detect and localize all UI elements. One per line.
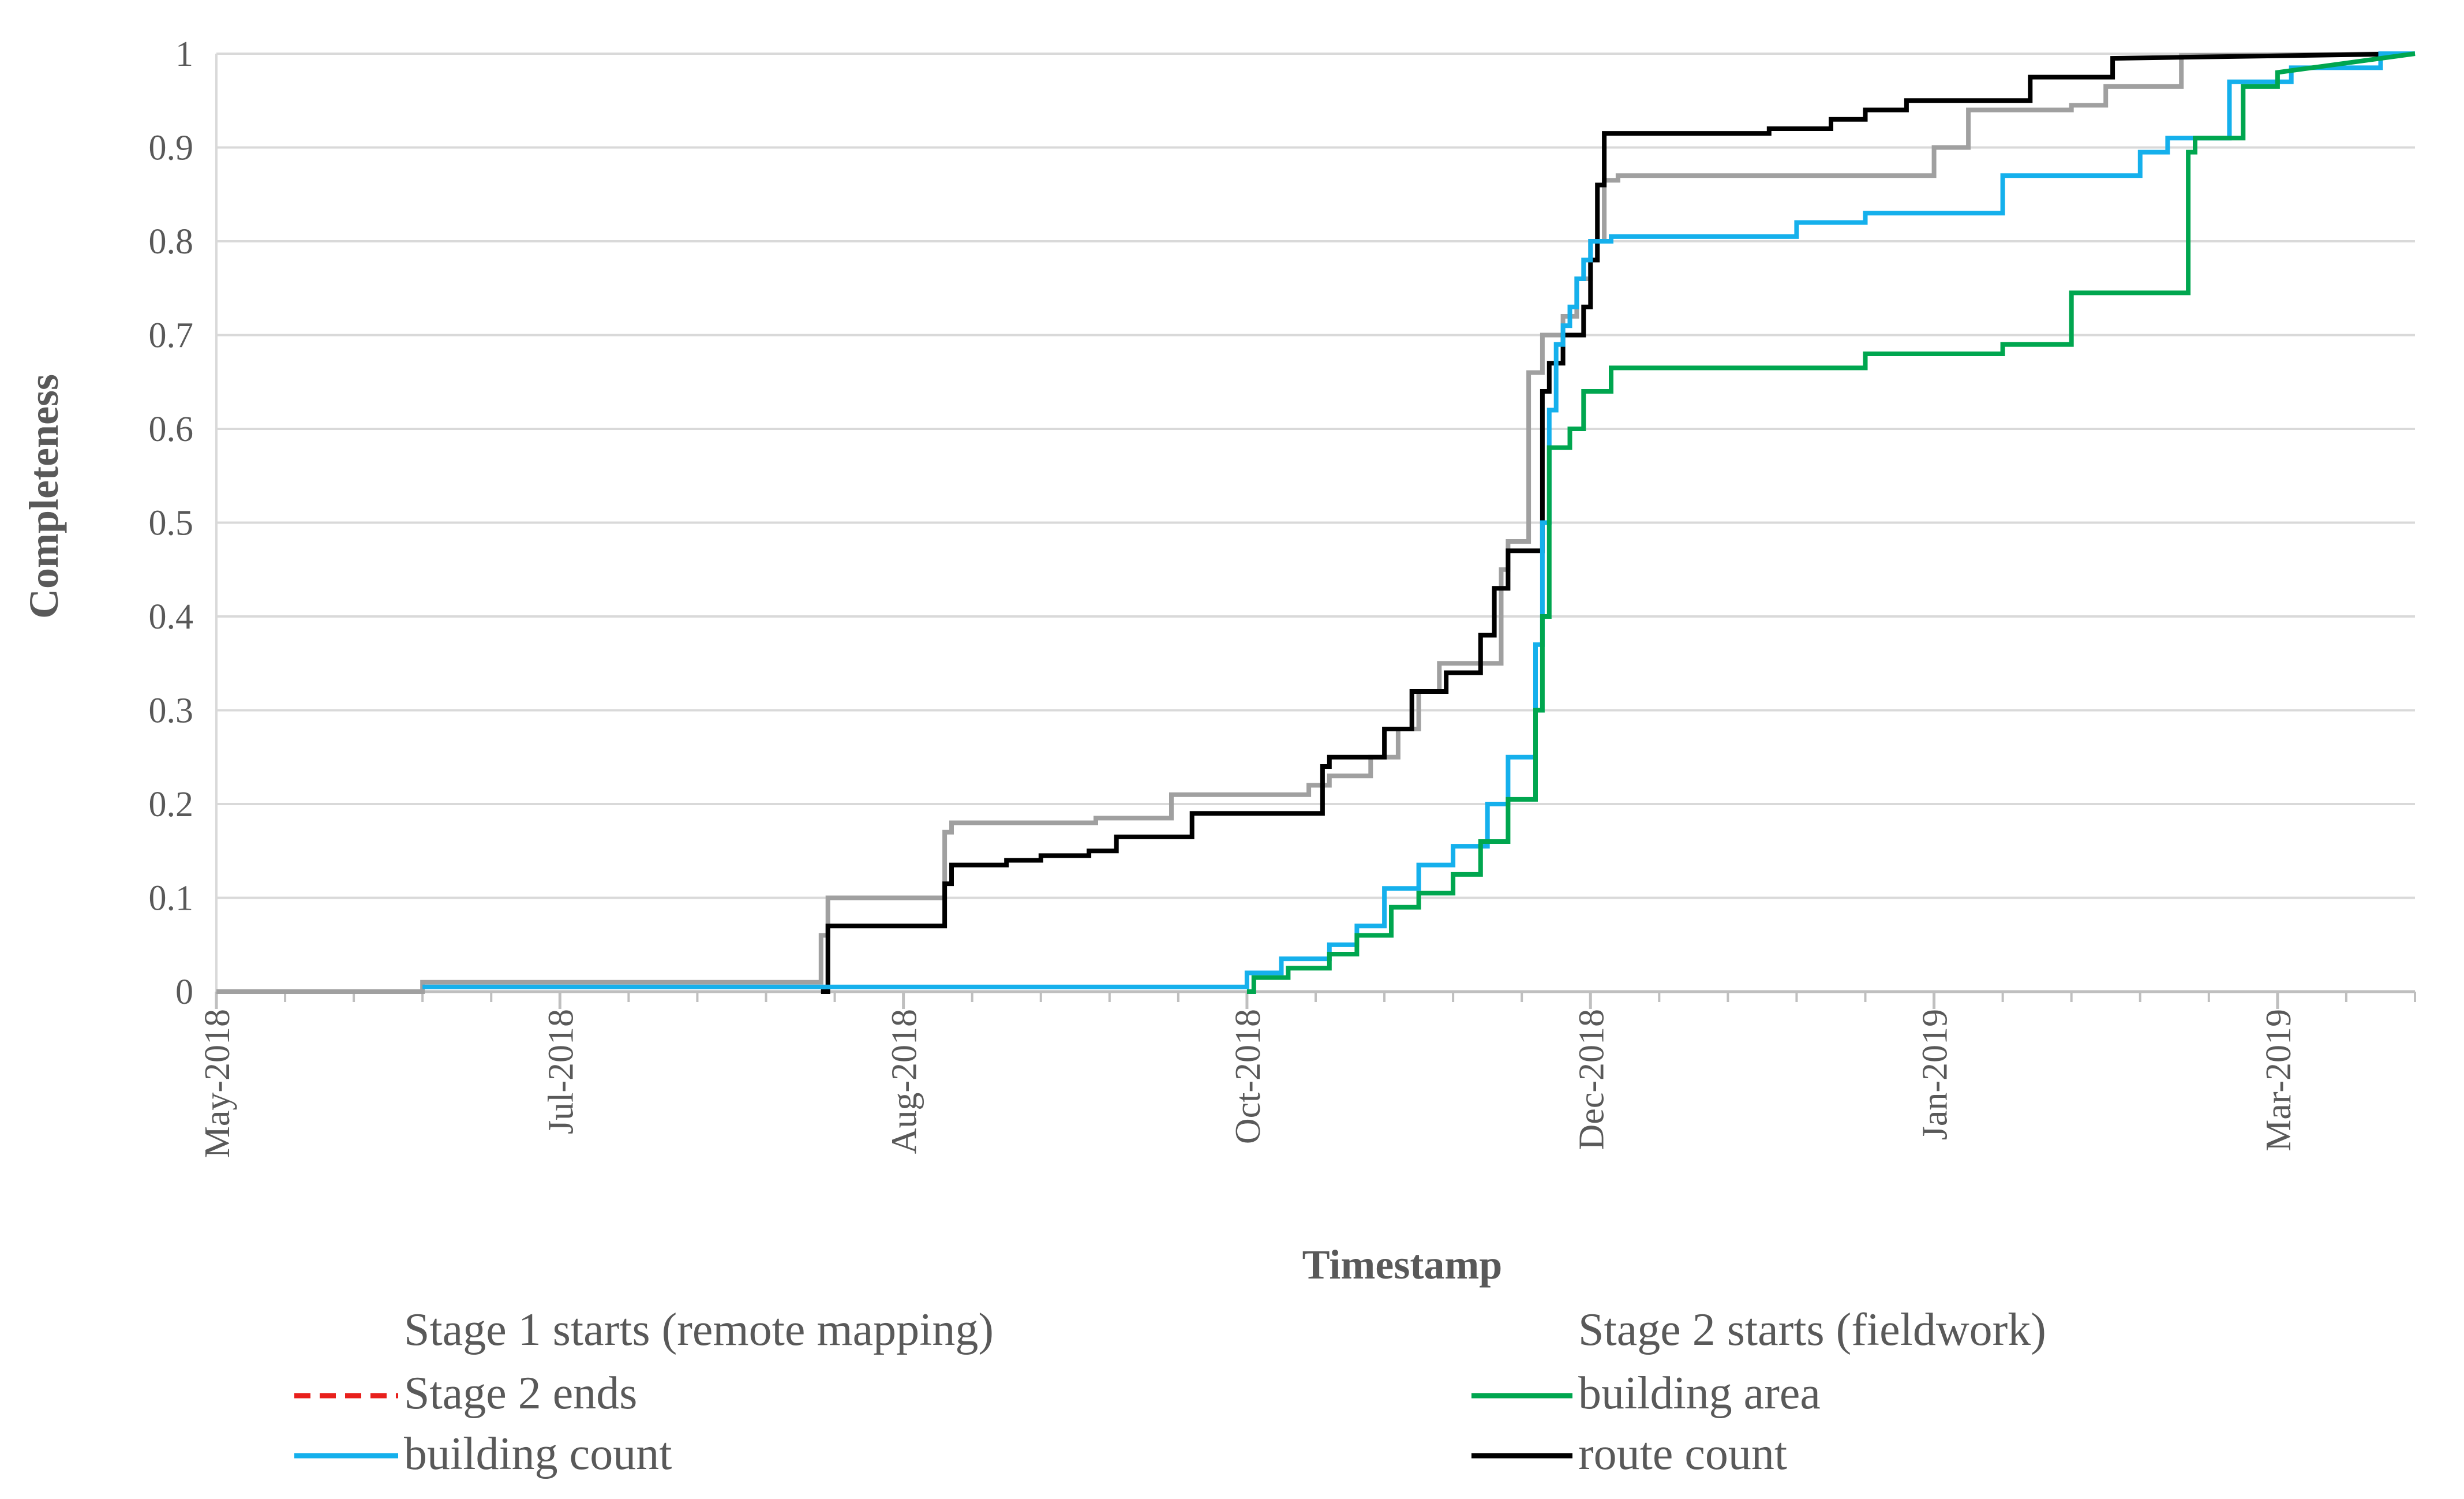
legend-label-route-count: route count	[1578, 1429, 1787, 1479]
y-tick-label: 1	[175, 35, 193, 74]
y-axis-title: Completeness	[21, 374, 67, 619]
y-tick-label: 0.1	[149, 879, 194, 918]
gridlines	[216, 53, 2415, 899]
legend-label-stage2-start: Stage 2 starts (fieldwork)	[1578, 1304, 2046, 1355]
series-lines	[216, 51, 2416, 994]
y-tick-label: 0.5	[149, 504, 194, 543]
x-tick-label: Jan-2019	[1916, 1009, 1955, 1140]
y-tick-label: 0	[175, 973, 193, 1012]
y-tick-label: 0.9	[149, 129, 194, 168]
legend-label-building-count: building count	[404, 1429, 672, 1479]
series-line-grey-series-unlabeled-	[216, 51, 2416, 994]
y-tick-label: 0.7	[149, 316, 194, 356]
y-tick-label: 0.6	[149, 410, 194, 449]
x-tick-label: Mar-2019	[2259, 1009, 2298, 1152]
x-tick-label: Aug-2018	[885, 1009, 924, 1154]
x-tick-label: Jul-2018	[541, 1009, 581, 1134]
legend-label-building-area: building area	[1578, 1368, 1821, 1419]
x-tick-label: Oct-2018	[1229, 1009, 1268, 1144]
legend-label-stage2-end: Stage 2 ends	[404, 1368, 637, 1419]
y-tick-label: 0.3	[149, 691, 194, 731]
y-tick-label: 0.4	[149, 597, 194, 637]
x-axis-title: Timestamp	[1302, 1242, 1503, 1288]
series-line-route-count	[821, 51, 2416, 994]
x-tick-label: May-2018	[198, 1009, 237, 1158]
legend-label-stage1-start: Stage 1 starts (remote mapping)	[404, 1304, 994, 1355]
y-tick-label: 0.8	[149, 222, 194, 261]
series-line-building-count	[422, 51, 2415, 989]
x-tick-label: Dec-2018	[1572, 1009, 1611, 1150]
legend: Stage 1 starts (remote mapping) Stage 2 …	[294, 1304, 2046, 1479]
tick-labels: 0 0.1 0.2 0.3 0.4 0.5 0.6 0.7 0.8 0.9 1 May-2018 Jul…	[149, 35, 2298, 1158]
axes	[215, 54, 2416, 1009]
series-line-building-area	[1246, 51, 2416, 994]
y-tick-label: 0.2	[149, 785, 194, 824]
